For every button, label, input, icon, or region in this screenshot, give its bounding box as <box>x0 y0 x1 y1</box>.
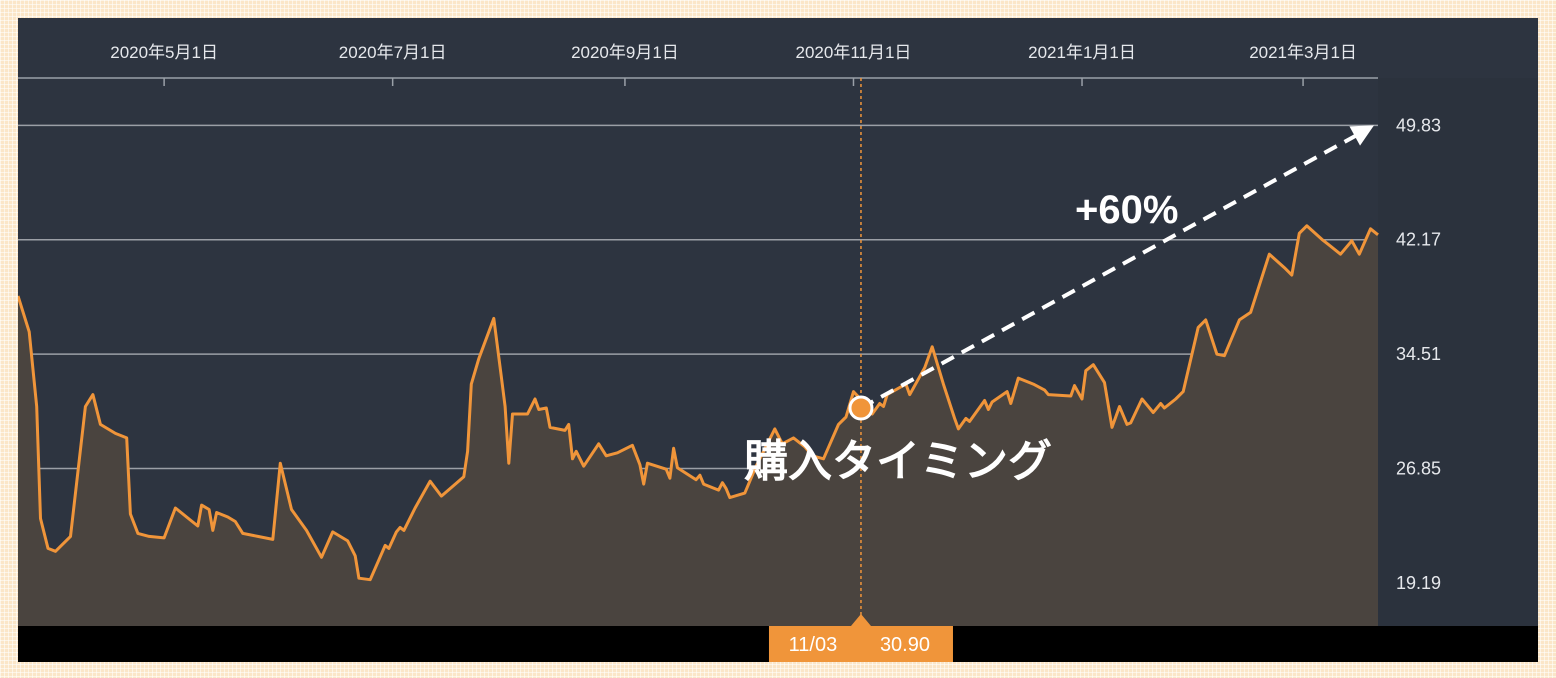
y-axis-ticks: 19.19 26.85 34.51 42.17 49.83 <box>1396 115 1441 593</box>
y-tick-label: 19.19 <box>1396 573 1441 593</box>
y-tick-label: 34.51 <box>1396 344 1441 364</box>
price-line <box>18 224 1379 582</box>
x-tick-label: 2020年11月1日 <box>796 43 912 62</box>
stock-chart: 2020年5月1日 2020年7月1日 2020年9月1日 2020年11月1日 202… <box>18 18 1538 662</box>
gain-arrow-head <box>1349 125 1374 146</box>
x-tick-label: 2021年3月1日 <box>1249 43 1357 62</box>
annotations: +60% 購入タイミング <box>744 125 1374 487</box>
tooltip-pointer <box>850 614 871 626</box>
purchase-point-marker <box>848 395 874 421</box>
y-tick-label: 42.17 <box>1396 230 1441 250</box>
tooltip-box <box>768 626 953 662</box>
y-axis-panel <box>1378 78 1538 626</box>
x-axis-ticks: 2020年5月1日 2020年7月1日 2020年9月1日 2020年11月1日 202… <box>110 43 1357 86</box>
x-tick-label: 2020年7月1日 <box>339 43 447 62</box>
price-area-fill <box>18 225 1378 627</box>
y-tick-label: 26.85 <box>1396 458 1441 478</box>
gain-arrow-line <box>860 131 1361 410</box>
x-tick-label: 2020年9月1日 <box>571 43 679 62</box>
x-tick-label: 2021年1月1日 <box>1028 43 1136 62</box>
tooltip-value: 30.90 <box>880 634 930 656</box>
gain-label: +60% <box>1075 188 1178 232</box>
tooltip-date: 11/03 <box>789 634 838 656</box>
y-tick-label: 49.83 <box>1396 115 1441 135</box>
purchase-timing-label: 購入タイミング <box>744 436 1052 487</box>
crosshair-tooltip: 11/03 30.90 <box>768 614 953 662</box>
x-tick-label: 2020年5月1日 <box>110 43 218 62</box>
chart-canvas: 2020年5月1日 2020年7月1日 2020年9月1日 2020年11月1日 202… <box>18 43 1538 662</box>
